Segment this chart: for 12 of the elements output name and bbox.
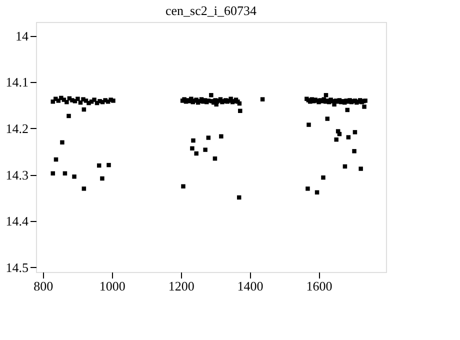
x-tick-label: 1400 (237, 278, 264, 294)
y-tick-label: 14.1 (6, 74, 28, 90)
x-tick-label: 800 (34, 278, 54, 294)
y-tick-label: 14.4 (6, 214, 29, 229)
y-tick-label: 14.5 (6, 260, 28, 275)
x-tick-label: 1200 (168, 278, 194, 294)
y-tick-label: 14.3 (6, 167, 28, 182)
x-tick-label: 1600 (306, 278, 332, 294)
chart-title: cen_sc2_i_60734 (166, 3, 257, 18)
y-tick-label: 14 (16, 28, 29, 44)
y-tick-label: 14.2 (6, 120, 28, 136)
x-tick-label: 1000 (99, 278, 126, 294)
